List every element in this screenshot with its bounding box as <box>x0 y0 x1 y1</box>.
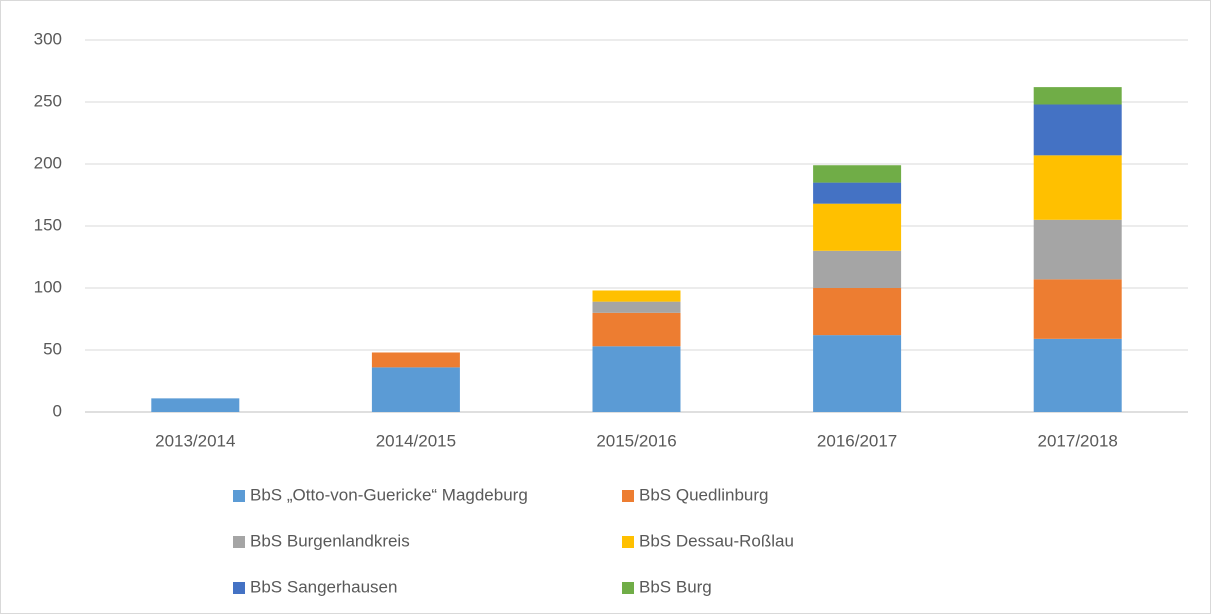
x-tick-label: 2017/2018 <box>1038 431 1118 450</box>
bar-segment <box>592 346 681 412</box>
bar-segment <box>371 367 460 412</box>
legend-swatch <box>233 582 245 594</box>
bar-segment <box>813 335 902 412</box>
y-tick-label: 300 <box>34 29 62 48</box>
bar-segment <box>1033 338 1122 412</box>
bar-segment <box>371 352 460 368</box>
bar-segment <box>1033 87 1122 105</box>
bar-segment <box>813 182 902 204</box>
x-tick-label: 2013/2014 <box>155 431 235 450</box>
y-tick-label: 200 <box>34 153 62 172</box>
legend-label: BbS „Otto-von-Guericke“ Magdeburg <box>250 485 528 504</box>
legend-swatch <box>622 490 634 502</box>
bar-segment <box>813 288 902 336</box>
bar-segment <box>592 290 681 302</box>
bar-segment <box>592 301 681 313</box>
legend-label: BbS Sangerhausen <box>250 577 397 596</box>
bar-segment <box>1033 279 1122 339</box>
legend-label: BbS Burgenlandkreis <box>250 531 410 550</box>
legend-swatch <box>233 490 245 502</box>
bar-segment <box>1033 155 1122 220</box>
bar-segment <box>1033 219 1122 280</box>
y-tick-label: 50 <box>43 339 62 358</box>
legend-swatch <box>233 536 245 548</box>
x-tick-label: 2014/2015 <box>376 431 456 450</box>
legend-label: BbS Dessau-Roßlau <box>639 531 794 550</box>
legend-label: BbS Quedlinburg <box>639 485 768 504</box>
y-tick-label: 100 <box>34 277 62 296</box>
bar-segment <box>813 165 902 183</box>
bar-segment <box>151 398 240 412</box>
legend-swatch <box>622 536 634 548</box>
x-tick-label: 2015/2016 <box>596 431 676 450</box>
y-tick-label: 0 <box>53 401 62 420</box>
x-tick-label: 2016/2017 <box>817 431 897 450</box>
y-tick-label: 250 <box>34 91 62 110</box>
y-tick-label: 150 <box>34 215 62 234</box>
bar-segment <box>1033 104 1122 156</box>
bar-segment <box>813 203 902 251</box>
bar-segment <box>592 312 681 347</box>
legend-swatch <box>622 582 634 594</box>
bar-segment <box>813 250 902 288</box>
legend-label: BbS Burg <box>639 577 712 596</box>
